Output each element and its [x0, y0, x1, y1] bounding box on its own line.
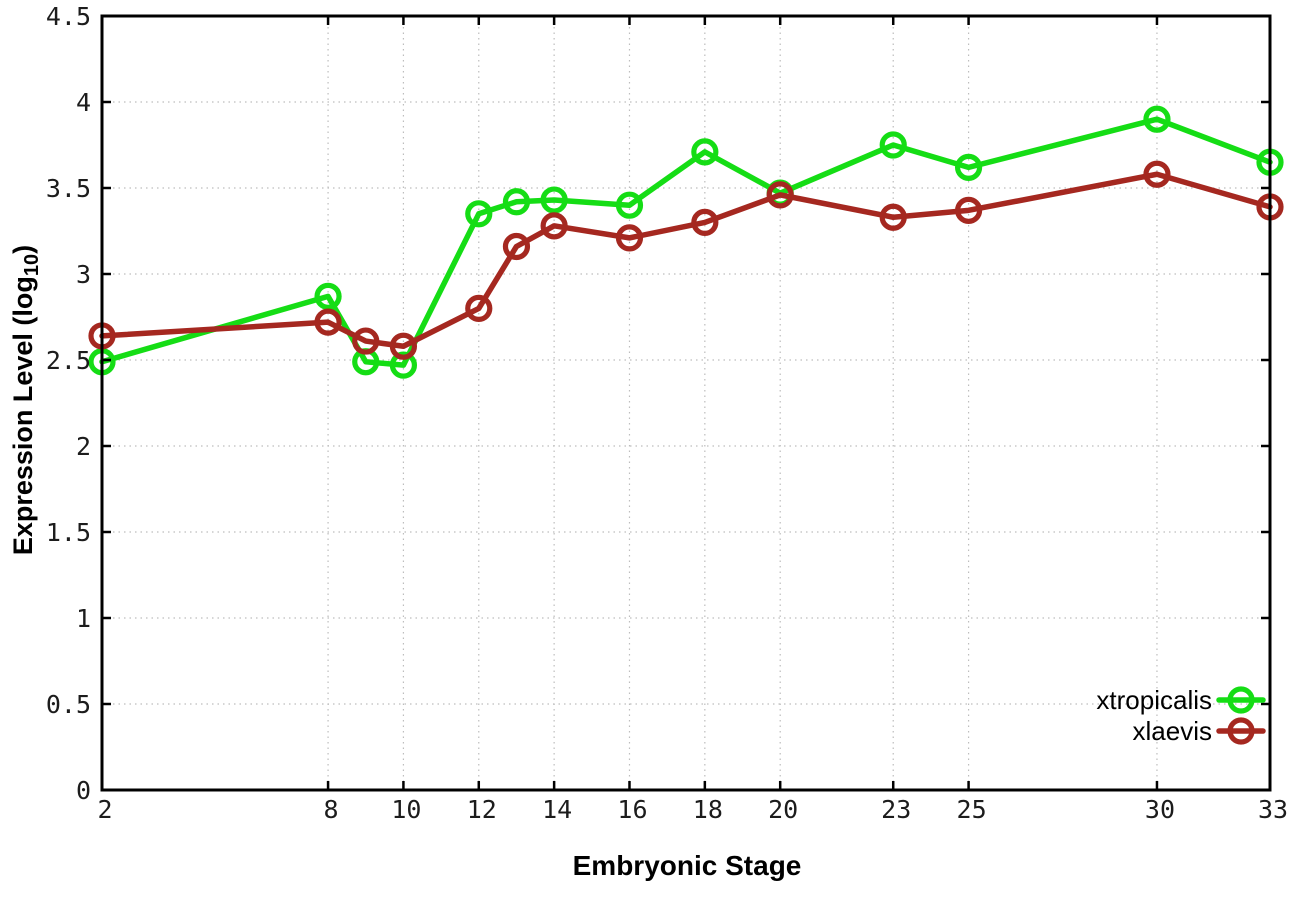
data-point-xtropicalis — [465, 200, 493, 228]
y-axis-title-subscript: 10 — [21, 253, 44, 277]
y-axis-title-suffix: ) — [7, 244, 38, 254]
x-tick-label: 14 — [542, 795, 572, 824]
y-tick-label: 0 — [76, 776, 91, 805]
x-tick-label: 23 — [881, 795, 911, 824]
y-tick-label: 1 — [76, 604, 91, 633]
y-tick-label: 4.5 — [46, 2, 91, 31]
legend-item-xlaevis: xlaevis — [1096, 716, 1212, 747]
x-tick-label: 12 — [467, 795, 497, 824]
data-point-xlaevis — [314, 308, 342, 336]
plot-border — [100, 14, 1272, 792]
data-point-xlaevis — [352, 327, 380, 355]
y-axis-title: Expression Level (log10) — [8, 245, 44, 555]
legend-label-xlaevis: xlaevis — [1132, 716, 1212, 746]
y-tick-label: 2 — [76, 432, 91, 461]
x-tick-label: 10 — [391, 795, 421, 824]
data-point-xlaevis — [540, 212, 568, 240]
data-point-xtropicalis — [879, 131, 907, 159]
data-point-xlaevis — [1143, 160, 1171, 188]
x-tick-label: 18 — [693, 795, 723, 824]
x-tick-label: 8 — [324, 795, 339, 824]
data-point-xtropicalis — [615, 191, 644, 219]
x-tick-label: 2 — [97, 795, 112, 824]
data-point-xlaevis — [465, 294, 493, 322]
data-point-xtropicalis — [502, 188, 531, 216]
data-point-xlaevis — [389, 332, 418, 360]
y-tick-label: 2.5 — [46, 346, 91, 375]
data-point-xtropicalis — [540, 186, 568, 214]
data-point-xlaevis — [691, 208, 719, 236]
legend-label-xtropicalis: xtropicalis — [1096, 685, 1212, 715]
y-tick-label: 3 — [76, 260, 91, 289]
y-axis-title-text: Expression Level (log — [7, 276, 38, 556]
legend-sample-marker-xlaevis — [1227, 717, 1255, 745]
series-line-xtropicalis — [99, 116, 1273, 368]
x-axis-title: Embryonic Stage — [572, 850, 802, 881]
y-tick-label: 1.5 — [46, 518, 91, 547]
y-tick-label: 3.5 — [46, 174, 91, 203]
x-tick-label: 33 — [1258, 795, 1288, 824]
data-point-xtropicalis — [954, 153, 983, 181]
x-tick-label: 25 — [957, 795, 987, 824]
data-point-xlaevis — [615, 224, 644, 252]
data-point-xlaevis — [502, 232, 531, 261]
data-point-xtropicalis — [691, 138, 719, 166]
x-tick-label: 20 — [768, 795, 798, 824]
data-point-xtropicalis — [389, 351, 418, 379]
y-tick-label: 4 — [76, 88, 91, 117]
x-tick-label: 30 — [1145, 795, 1175, 824]
data-point-xtropicalis — [314, 282, 342, 310]
legend-item-xtropicalis: xtropicalis — [1096, 685, 1212, 716]
data-point-xlaevis — [954, 196, 983, 224]
data-point-xtropicalis — [1143, 105, 1171, 133]
data-point-xlaevis — [879, 203, 907, 231]
legend-sample-marker-xtropicalis — [1227, 686, 1255, 714]
y-tick-label: 0.5 — [46, 690, 91, 719]
legend: xtropicalis xlaevis — [1096, 685, 1212, 747]
series-line-xlaevis — [99, 171, 1273, 349]
data-point-xlaevis — [766, 181, 794, 209]
x-tick-label: 16 — [617, 795, 647, 824]
